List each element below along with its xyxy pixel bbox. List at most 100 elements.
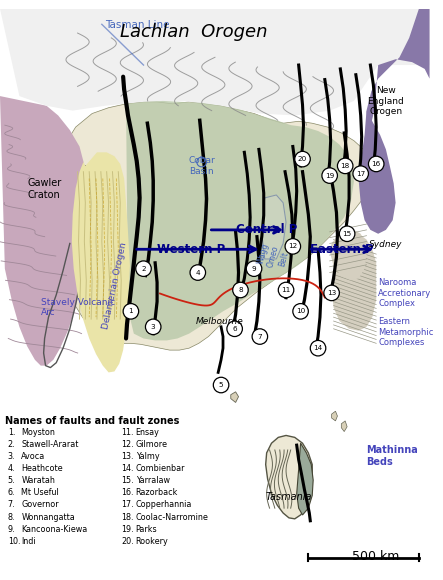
Text: 11: 11 xyxy=(281,287,291,293)
Text: Waratah: Waratah xyxy=(21,476,55,485)
Polygon shape xyxy=(359,111,396,234)
Text: Combienbar: Combienbar xyxy=(136,464,185,473)
Text: Gilmore: Gilmore xyxy=(136,440,168,449)
Text: 15.: 15. xyxy=(121,476,134,485)
Text: Moyston: Moyston xyxy=(21,427,55,437)
Text: Indi: Indi xyxy=(21,536,36,546)
Polygon shape xyxy=(0,9,430,115)
Text: Copperhannia: Copperhannia xyxy=(136,501,192,509)
Text: Heathcote: Heathcote xyxy=(21,464,63,473)
Polygon shape xyxy=(332,234,376,331)
Polygon shape xyxy=(262,195,286,259)
Text: Sydney: Sydney xyxy=(369,240,402,249)
Text: Narooma
Accretionary
Complex: Narooma Accretionary Complex xyxy=(378,278,431,308)
Text: Parks: Parks xyxy=(136,525,157,534)
Text: Stavely Volcanic
Arc: Stavely Volcanic Arc xyxy=(41,298,115,317)
Text: 12.: 12. xyxy=(121,440,134,449)
Circle shape xyxy=(285,238,301,254)
Circle shape xyxy=(246,261,262,277)
Text: 9.: 9. xyxy=(8,525,16,534)
Text: 16: 16 xyxy=(372,161,381,167)
Text: 17: 17 xyxy=(356,171,365,177)
Polygon shape xyxy=(231,392,238,403)
Circle shape xyxy=(123,303,139,319)
Circle shape xyxy=(145,319,161,335)
Text: Mt Useful: Mt Useful xyxy=(21,488,59,497)
Polygon shape xyxy=(72,153,130,372)
Text: Kancoona-Kiewa: Kancoona-Kiewa xyxy=(21,525,88,534)
Polygon shape xyxy=(266,436,312,519)
Polygon shape xyxy=(126,101,354,340)
Text: Yalmy: Yalmy xyxy=(136,452,159,461)
Text: Mathinna
Beds: Mathinna Beds xyxy=(366,445,418,467)
Circle shape xyxy=(233,282,248,298)
Text: 6: 6 xyxy=(232,326,237,332)
Text: Central P: Central P xyxy=(236,223,297,237)
Text: Lachlan  Orogen: Lachlan Orogen xyxy=(120,23,268,41)
Circle shape xyxy=(136,261,151,277)
Circle shape xyxy=(295,151,310,167)
Text: 13: 13 xyxy=(327,290,336,296)
Text: Wonnangatta: Wonnangatta xyxy=(21,513,75,521)
Text: 1: 1 xyxy=(128,309,133,314)
Text: 2: 2 xyxy=(141,266,146,271)
Text: 10: 10 xyxy=(296,309,305,314)
Text: 4: 4 xyxy=(195,270,200,275)
Polygon shape xyxy=(341,421,347,432)
Text: New
England
Orogen: New England Orogen xyxy=(368,86,404,116)
Text: Names of faults and fault zones: Names of faults and fault zones xyxy=(5,416,179,426)
Text: Yarralaw: Yarralaw xyxy=(136,476,170,485)
Text: Tasman Line: Tasman Line xyxy=(105,20,169,30)
Text: 10.: 10. xyxy=(8,536,20,546)
Text: 6.: 6. xyxy=(8,488,15,497)
Text: Tasmania: Tasmania xyxy=(266,492,312,502)
Text: 1.: 1. xyxy=(8,427,15,437)
Text: 19.: 19. xyxy=(121,525,134,534)
Text: Cobar
Basin: Cobar Basin xyxy=(188,156,215,176)
Text: 8: 8 xyxy=(238,287,243,293)
Text: 500 km: 500 km xyxy=(352,550,399,563)
Text: 3.: 3. xyxy=(8,452,15,461)
Text: 20.: 20. xyxy=(121,536,134,546)
Text: Eastern
Metamorphic
Complexes: Eastern Metamorphic Complexes xyxy=(378,317,434,347)
Text: Razorback: Razorback xyxy=(136,488,178,497)
Circle shape xyxy=(338,158,353,173)
Circle shape xyxy=(214,377,229,393)
Text: 5: 5 xyxy=(219,382,223,388)
Circle shape xyxy=(310,340,326,356)
Polygon shape xyxy=(297,443,313,515)
Text: 14: 14 xyxy=(313,345,323,351)
Text: Eastern P: Eastern P xyxy=(310,243,374,256)
Text: 16.: 16. xyxy=(121,488,134,497)
Text: 17.: 17. xyxy=(121,501,134,509)
Polygon shape xyxy=(330,230,366,280)
Text: 14.: 14. xyxy=(121,464,134,473)
Text: Wagg
Omeo
Belt: Wagg Omeo Belt xyxy=(256,241,291,271)
Text: 11.: 11. xyxy=(121,427,134,437)
Text: Ensay: Ensay xyxy=(136,427,159,437)
Text: Governor: Governor xyxy=(21,501,59,509)
Polygon shape xyxy=(0,9,430,571)
Circle shape xyxy=(369,156,384,172)
Polygon shape xyxy=(0,96,89,365)
Circle shape xyxy=(353,166,369,182)
Circle shape xyxy=(227,321,242,336)
Circle shape xyxy=(190,265,206,280)
Text: Melbourne: Melbourne xyxy=(196,317,244,326)
Text: 18: 18 xyxy=(341,163,350,169)
Polygon shape xyxy=(332,411,338,421)
Text: 18.: 18. xyxy=(121,513,134,521)
Text: 2.: 2. xyxy=(8,440,16,449)
Text: 7: 7 xyxy=(257,334,262,339)
Text: Gawler
Craton: Gawler Craton xyxy=(27,179,62,200)
Text: Stawell-Ararat: Stawell-Ararat xyxy=(21,440,79,449)
Circle shape xyxy=(252,329,268,345)
Text: Rookery: Rookery xyxy=(136,536,168,546)
Text: Western P: Western P xyxy=(157,243,225,256)
Circle shape xyxy=(278,282,294,298)
Text: 19: 19 xyxy=(325,173,334,179)
Text: 7.: 7. xyxy=(8,501,16,509)
Text: 8.: 8. xyxy=(8,513,15,521)
Circle shape xyxy=(324,285,339,300)
Text: Delamerian Orogen: Delamerian Orogen xyxy=(101,241,128,330)
